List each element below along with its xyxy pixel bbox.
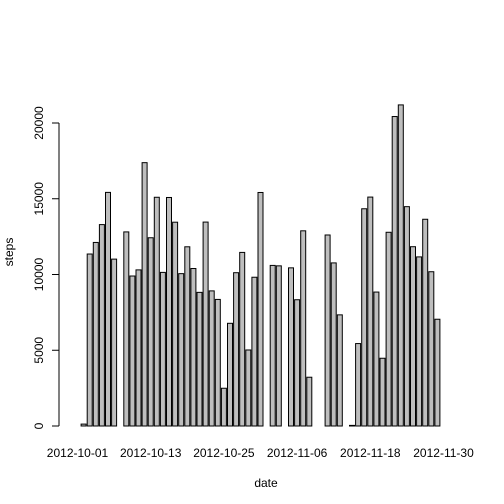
bar — [208, 290, 215, 427]
bar — [233, 272, 240, 427]
y-tick-label: 15000 — [32, 182, 46, 216]
bar — [428, 271, 435, 427]
bar — [422, 218, 429, 427]
y-tick-label: 20000 — [32, 106, 46, 140]
bar — [172, 221, 179, 427]
bar — [153, 196, 160, 427]
bar — [147, 237, 154, 427]
bar — [184, 246, 191, 427]
bar — [300, 230, 307, 427]
x-tick-label: 2012-11-06 — [267, 446, 328, 460]
bar — [196, 291, 203, 427]
bar — [336, 314, 343, 427]
y-tick-label: 5000 — [32, 337, 46, 364]
x-tick-label: 2012-11-18 — [340, 446, 401, 460]
bar — [294, 299, 301, 427]
bar — [166, 196, 172, 427]
x-axis-label: date — [254, 476, 278, 490]
bar — [434, 318, 441, 427]
bar — [403, 206, 410, 427]
bar — [135, 269, 142, 427]
bar — [92, 241, 99, 427]
y-axis: 0 5000 10000 15000 20000 — [32, 106, 60, 429]
bar — [410, 246, 416, 427]
bar — [86, 253, 93, 427]
bar — [416, 256, 423, 427]
bar — [288, 267, 294, 427]
bar — [379, 357, 386, 427]
bar — [245, 349, 252, 427]
bar — [80, 423, 87, 427]
y-axis-label: steps — [2, 238, 16, 267]
bar — [306, 376, 313, 427]
bar — [239, 251, 246, 427]
y-tick-label: 0 — [32, 422, 46, 429]
bar — [257, 191, 264, 427]
x-axis: 2012-10-01 2012-10-13 2012-10-25 2012-11-06… — [47, 446, 474, 460]
bar — [330, 262, 337, 427]
bar — [129, 275, 136, 427]
bar — [111, 258, 118, 427]
bar-series — [80, 104, 441, 427]
bar — [391, 116, 398, 427]
bar — [324, 234, 331, 427]
x-tick-label: 2012-11-30 — [413, 446, 474, 460]
bar — [220, 387, 227, 427]
bar — [373, 291, 380, 427]
x-tick-label: 2012-10-25 — [193, 446, 255, 460]
bar — [178, 273, 185, 427]
bar — [227, 322, 233, 427]
bar — [397, 104, 404, 427]
bar — [361, 208, 368, 427]
bar — [202, 221, 209, 427]
bar — [214, 298, 221, 427]
bar — [251, 276, 258, 427]
bar — [141, 162, 148, 427]
bar — [159, 271, 166, 427]
x-tick-label: 2012-10-01 — [47, 446, 109, 460]
bar — [269, 264, 276, 427]
bar — [190, 268, 197, 427]
bar — [123, 231, 130, 427]
bar — [367, 196, 374, 427]
bar — [355, 343, 362, 427]
bar — [105, 191, 111, 427]
x-tick-label: 2012-10-13 — [120, 446, 182, 460]
bar — [349, 424, 355, 427]
bar — [98, 224, 105, 427]
y-tick-label: 10000 — [32, 257, 46, 291]
bar — [275, 265, 282, 427]
bar — [385, 231, 392, 427]
